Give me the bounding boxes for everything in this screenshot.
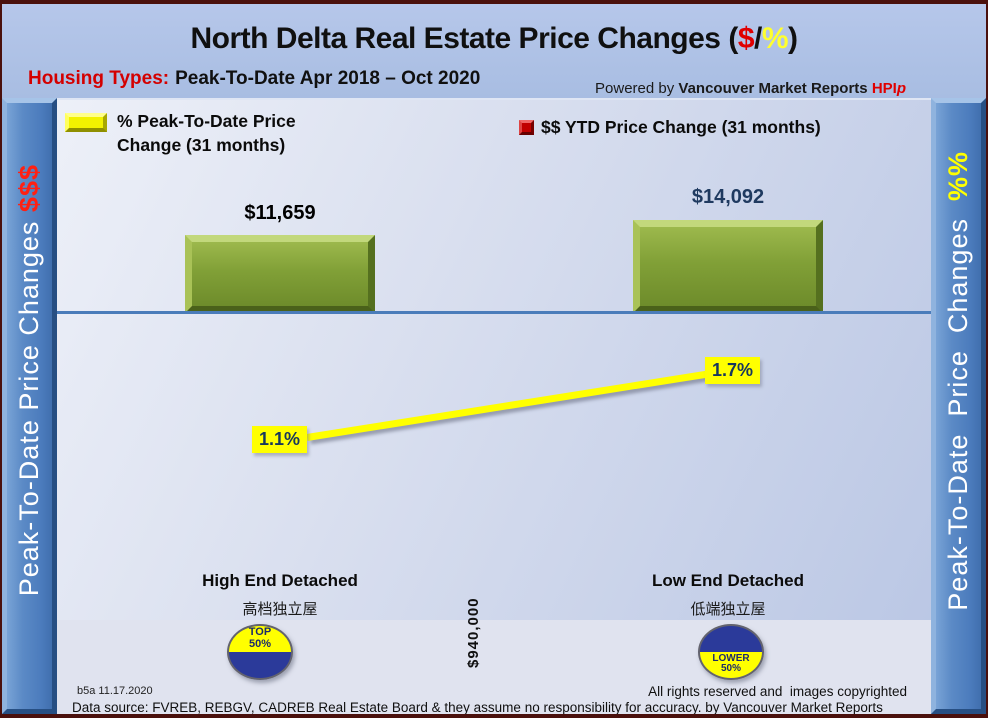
rights-notice: All rights reserved and images copyright… (648, 684, 907, 699)
badge-line2: 50% (248, 638, 272, 650)
header: North Delta Real Estate Price Changes ($… (2, 4, 986, 98)
version-stamp: b5a 11.17.2020 (77, 685, 153, 697)
badge-line1: TOP (248, 626, 272, 639)
baseline-axis (57, 311, 931, 314)
category-high-end: High End Detached 高档独立屋 (180, 571, 380, 619)
date-range: Peak-To-Date Apr 2018 – Oct 2020 (175, 68, 481, 89)
powered-by: Powered by Vancouver Market Reports HPIp (595, 80, 906, 97)
category-low-end: Low End Detached 低端独立屋 (628, 571, 828, 619)
right-sidebar-label: Peak-To-Date Price Changes (943, 200, 973, 611)
percent-trend-line (306, 369, 713, 441)
category-high-end-chinese: 高档独立屋 (242, 601, 318, 618)
legend-item-dollar: $$ YTD Price Change (31 months) (519, 116, 821, 140)
lower-50-badge-icon: LOWER 50% (698, 624, 764, 680)
legend-dollar-label: $$ YTD Price Change (31 months) (541, 117, 821, 137)
subtitle: Housing Types: Peak-To-Date Apr 2018 – Oc… (28, 68, 480, 90)
right-sidebar-percent-suffix: %% (943, 150, 973, 201)
plot-bottom-strip (57, 620, 931, 714)
left-sidebar-label: Peak-To-Date Price Changes (14, 212, 44, 597)
top-50-badge-icon: TOP 50% (227, 624, 293, 680)
hpi-label: HPI (871, 80, 897, 97)
title-dollar-sign: $ (737, 22, 755, 55)
left-sidebar: Peak-To-Date Price Changes $$$ (2, 98, 57, 714)
category-high-end-label: High End Detached (202, 571, 358, 590)
category-low-end-chinese: 低端独立屋 (690, 601, 766, 618)
page-title: North Delta Real Estate Price Changes ($… (2, 4, 986, 56)
data-source-disclaimer: Data source: FVREB, REBGV, CADREB Real E… (72, 700, 883, 715)
housing-types-label: Housing Types: (28, 68, 170, 89)
percent-label-low-end: 1.7% (705, 357, 761, 384)
bar-high-end-detached (185, 235, 375, 313)
category-low-end-label: Low End Detached (651, 571, 805, 590)
hpi-p-label: p (896, 80, 906, 97)
bar-value-low-end: $14,092 (691, 186, 765, 208)
top-50-badge-text: TOP 50% (229, 626, 291, 652)
title-text: North Delta Real Estate Price Changes ( (190, 22, 738, 55)
bar-value-high-end: $11,659 (244, 202, 316, 224)
right-sidebar-text: Peak-To-Date Price Changes %% (912, 150, 986, 662)
title-close-paren: ) (788, 22, 798, 55)
brand-name: Vancouver Market Reports (678, 80, 872, 97)
lower-50-badge-text: LOWER 50% (700, 651, 762, 678)
powered-by-text: Powered by (595, 80, 679, 97)
yellow-bar-icon (65, 113, 107, 132)
right-sidebar: Peak-To-Date Price Changes %% (931, 98, 986, 714)
badge-line2: 50% (720, 663, 741, 675)
left-sidebar-dollar-suffix: $$$ (14, 164, 44, 213)
left-sidebar-text: Peak-To-Date Price Changes $$$ (2, 164, 76, 647)
percent-label-high-end: 1.1% (252, 426, 308, 453)
badge-line1: LOWER (712, 652, 750, 664)
title-slash: / (754, 22, 762, 55)
legend-item-percent: % Peak-To-Date Price Change (31 months) (65, 110, 365, 157)
legend-percent-label: % Peak-To-Date Price Change (31 months) (117, 111, 296, 155)
chart-plot-area: % Peak-To-Date Price Change (31 months) … (57, 98, 931, 714)
bar-low-end-detached (633, 220, 823, 313)
title-percent-sign: % (761, 22, 789, 55)
price-annotation: $940,000 (465, 597, 482, 668)
red-square-icon (519, 120, 534, 135)
